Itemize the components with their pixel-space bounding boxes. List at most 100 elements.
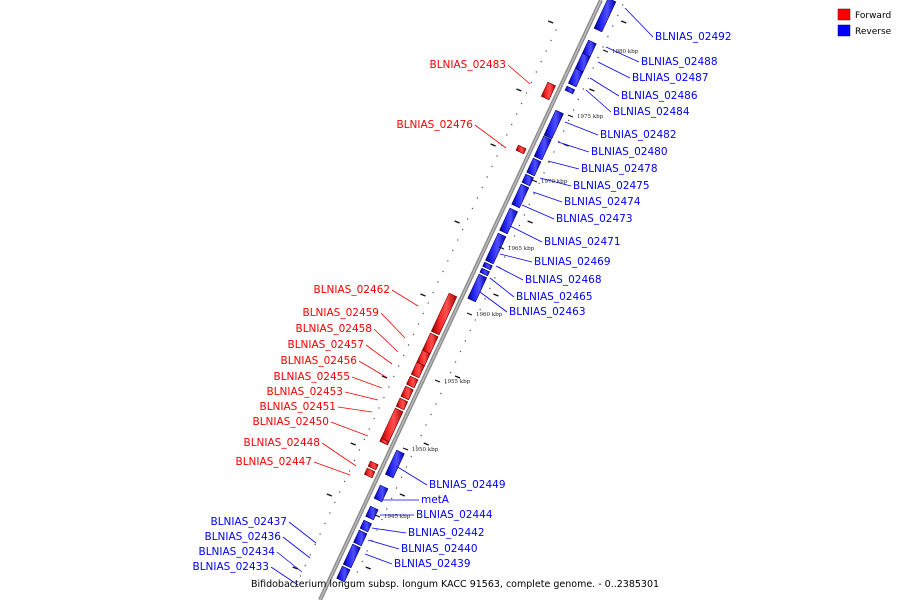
gene-glyph bbox=[336, 565, 351, 583]
forward-gene-label: BLNIAS_02451 bbox=[259, 401, 336, 413]
major-tick bbox=[423, 442, 429, 446]
major-tick bbox=[589, 88, 595, 92]
tick-dot bbox=[440, 392, 442, 395]
forward-gene-label: BLNIAS_02476 bbox=[396, 119, 473, 131]
tick-dash bbox=[531, 179, 538, 183]
reverse-gene-label: BLNIAS_02442 bbox=[408, 527, 485, 539]
gene-glyph bbox=[359, 519, 372, 533]
gene-glyph bbox=[593, 0, 617, 33]
tick-dot bbox=[484, 298, 486, 300]
tick-dot bbox=[351, 581, 354, 584]
gene-glyph bbox=[410, 361, 425, 379]
tick-dot bbox=[329, 512, 331, 514]
tick-label: 1955 kbp bbox=[444, 379, 471, 385]
tick-dot bbox=[518, 224, 521, 227]
tick-dot bbox=[528, 203, 530, 206]
leader-line bbox=[330, 421, 369, 437]
leader-line bbox=[380, 312, 406, 339]
tick-dot bbox=[309, 554, 311, 556]
tick-dot bbox=[506, 134, 508, 136]
tick-label: 1975 kbp bbox=[577, 114, 604, 120]
tick-dot bbox=[489, 287, 491, 290]
tick-dot bbox=[324, 522, 326, 525]
leader-line bbox=[371, 527, 407, 534]
forward-gene-label: BLNIAS_02453 bbox=[266, 386, 343, 398]
tick-dot bbox=[481, 186, 483, 189]
tick-label: 1950 kbp bbox=[412, 447, 439, 453]
major-tick bbox=[493, 293, 499, 297]
gene-glyph bbox=[543, 109, 564, 140]
reverse-gene-glyphs bbox=[336, 0, 617, 583]
forward-gene-label: BLNIAS_02483 bbox=[429, 59, 506, 71]
leader-line bbox=[276, 551, 303, 573]
reverse-gene-label: BLNIAS_02473 bbox=[556, 213, 633, 225]
tick-label: 1960 kbp bbox=[476, 312, 503, 318]
tick-dot bbox=[466, 218, 469, 220]
tick-dot bbox=[314, 543, 316, 546]
gene-glyph bbox=[400, 385, 414, 401]
gene-glyph bbox=[367, 460, 379, 471]
tick-dot bbox=[299, 575, 302, 577]
tick-dash bbox=[402, 447, 409, 451]
tick-dot bbox=[442, 270, 444, 273]
major-tick bbox=[454, 220, 460, 224]
tick-dash bbox=[567, 114, 574, 118]
gene-glyph bbox=[526, 157, 542, 177]
leader-line bbox=[474, 124, 507, 149]
tick-dot bbox=[454, 361, 457, 363]
major-tick bbox=[350, 442, 356, 446]
reverse-gene-label: BLNIAS_02484 bbox=[613, 106, 690, 118]
tick-dot bbox=[577, 98, 580, 101]
major-tick bbox=[365, 566, 371, 570]
gene-glyph bbox=[353, 529, 368, 547]
tick-dot bbox=[388, 386, 390, 388]
major-tick bbox=[527, 220, 533, 224]
tick-dot bbox=[435, 403, 437, 405]
leader-line bbox=[344, 391, 379, 401]
tick-dot bbox=[459, 350, 462, 353]
reverse-gene-label: BLNIAS_02475 bbox=[573, 180, 650, 192]
tick-dot bbox=[456, 239, 459, 241]
reverse-gene-label: BLNIAS_02482 bbox=[600, 129, 677, 141]
leader-line bbox=[564, 121, 599, 136]
gene-glyph bbox=[564, 85, 576, 95]
major-tick bbox=[490, 143, 496, 147]
tick-dot bbox=[445, 382, 447, 384]
leader-line bbox=[539, 177, 572, 187]
tick-dot bbox=[304, 564, 307, 567]
leader-line bbox=[489, 277, 515, 298]
tick-dot bbox=[425, 424, 427, 426]
leader-line bbox=[373, 328, 399, 353]
tick-dot bbox=[415, 445, 417, 447]
tick-dot bbox=[432, 291, 434, 294]
tick-dash bbox=[498, 246, 505, 250]
leader-line bbox=[351, 376, 383, 389]
gene-glyph bbox=[540, 81, 556, 101]
gene-glyph bbox=[384, 449, 405, 479]
tick-dot bbox=[353, 459, 356, 462]
tick-dot bbox=[597, 56, 599, 59]
tick-dot bbox=[339, 491, 341, 493]
tick-dot bbox=[378, 407, 380, 409]
leader-line bbox=[313, 461, 351, 476]
tick-dot bbox=[525, 92, 528, 94]
tick-dot bbox=[582, 88, 585, 90]
major-tick bbox=[326, 493, 333, 497]
reverse-gene-label: BLNIAS_02486 bbox=[621, 90, 698, 102]
gene-glyph bbox=[479, 267, 490, 277]
tick-dot bbox=[572, 109, 575, 111]
tick-dot bbox=[543, 172, 545, 174]
tick-label: 1970 kbp bbox=[541, 179, 568, 185]
reverse-gene-label: BLNIAS_02439 bbox=[394, 558, 471, 570]
tick-dot bbox=[393, 375, 395, 378]
leader-line bbox=[547, 160, 580, 170]
tick-dot bbox=[548, 161, 550, 164]
reverse-gene-label: BLNIAS_02492 bbox=[655, 31, 732, 43]
reverse-gene-label: BLNIAS_02465 bbox=[516, 291, 593, 303]
reverse-gene-label: BLNIAS_02440 bbox=[401, 543, 478, 555]
tick-dot bbox=[334, 501, 336, 504]
tick-dot bbox=[567, 119, 570, 122]
leader-line bbox=[499, 253, 533, 263]
gene-glyph bbox=[533, 135, 552, 161]
